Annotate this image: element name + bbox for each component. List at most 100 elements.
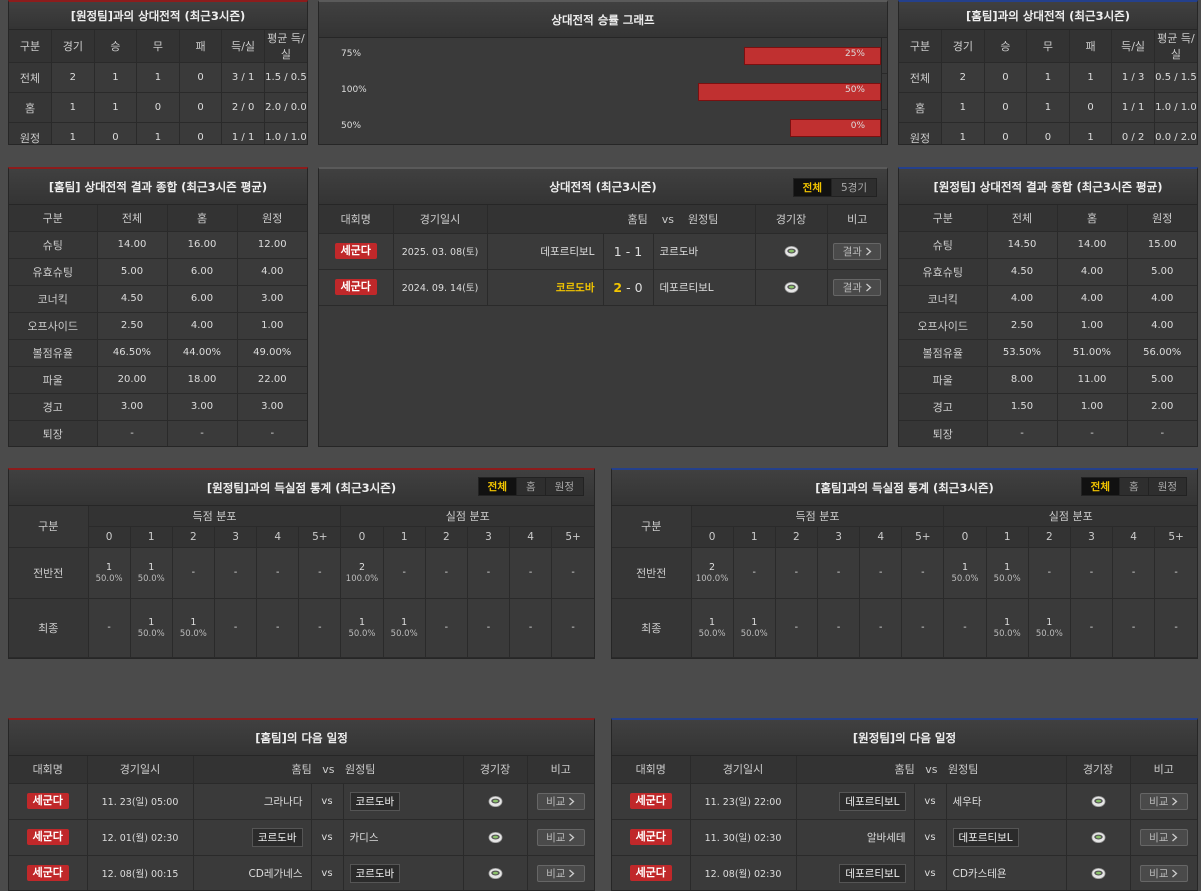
col-home: 홈팀 bbox=[627, 212, 648, 226]
goal-count-header: 0 bbox=[691, 526, 734, 548]
table-row: 볼점유율 46.50% 44.00% 49.00% bbox=[9, 339, 307, 367]
table-cell: 56.00% bbox=[1127, 339, 1197, 367]
match-row[interactable]: 세군다 12. 08(월) 00:15 CD레가네스 vs 코르도바 비교 bbox=[9, 855, 594, 890]
match-row[interactable]: 세군다 12. 01(월) 02:30 코르도바 vs 카디스 비교 bbox=[9, 819, 594, 856]
compare-button[interactable]: 비교 bbox=[536, 792, 585, 810]
match-row[interactable]: 세군다 11. 30(일) 02:30 알바세테 vs 데포르티보L 비교 bbox=[612, 819, 1197, 856]
match-row[interactable]: 세군다 11. 23(일) 05:00 그라나다 vs 코르도바 비교 bbox=[9, 783, 594, 820]
table-cell: 53.50% bbox=[987, 339, 1058, 367]
col-vs: vs bbox=[661, 212, 674, 226]
note-cell: 비교 bbox=[1130, 783, 1197, 820]
compare-button[interactable]: 비교 bbox=[1139, 864, 1188, 882]
match-row[interactable]: 세군다 2025. 03. 08(토) 데포르티보L 1 - 1 코르도바 결과 bbox=[319, 233, 887, 270]
cell-percent: 100.0% bbox=[695, 573, 729, 584]
cell-count: 1 bbox=[401, 616, 408, 628]
league-badge[interactable]: 세군다 bbox=[629, 865, 672, 881]
compare-button[interactable]: 비교 bbox=[536, 864, 585, 882]
cell-count: 1 bbox=[1004, 616, 1011, 628]
note-cell: 비교 bbox=[527, 819, 594, 856]
table-cell: 1 50.0% bbox=[130, 598, 173, 658]
table-cell: - bbox=[551, 547, 594, 599]
table-cell: - bbox=[987, 420, 1058, 446]
col-header: 홈 bbox=[1057, 205, 1128, 232]
score: 1 - 1 bbox=[603, 233, 654, 270]
league-badge[interactable]: 세군다 bbox=[334, 243, 377, 259]
winrate-row-label: 원정 bbox=[881, 110, 887, 144]
away-winrate-label: 25% bbox=[844, 49, 865, 59]
match-date: 11. 23(일) 05:00 bbox=[87, 783, 194, 820]
table-cell: 0.5 / 1.5 bbox=[1154, 62, 1197, 93]
cell-percent: 50.0% bbox=[993, 628, 1021, 639]
tab-home[interactable]: 홈 bbox=[517, 478, 546, 495]
row-label: 볼점유율 bbox=[9, 339, 98, 367]
home-team: 코르도바 bbox=[487, 269, 604, 306]
match-row[interactable]: 세군다 11. 23(일) 22:00 데포르티보L vs 세우타 비교 bbox=[612, 783, 1197, 820]
col-note: 비고 bbox=[827, 205, 887, 234]
table-row: 최종 -1 50.0% 1 50.0% - - -1 50.0% 1 50.0% - - - - bbox=[9, 598, 594, 658]
league-badge[interactable]: 세군다 bbox=[334, 279, 377, 295]
table-cell: 1 50.0% bbox=[172, 598, 215, 658]
tab-away[interactable]: 원정 bbox=[1157, 481, 1177, 493]
result-button[interactable]: 결과 bbox=[833, 278, 882, 296]
row-label: 전반전 bbox=[9, 547, 89, 599]
row-label: 볼점유율 bbox=[899, 339, 988, 367]
cell-count: - bbox=[921, 622, 925, 633]
tab-home[interactable]: 홈 bbox=[1120, 478, 1149, 495]
home-team-name: 그라나다 bbox=[263, 795, 303, 808]
table-cell: - bbox=[775, 598, 818, 658]
cell-count: - bbox=[444, 567, 449, 578]
tab-5-games[interactable]: 5경기 bbox=[840, 182, 867, 194]
away-winrate-label: 50% bbox=[844, 85, 865, 95]
cell-count: - bbox=[107, 622, 111, 633]
compare-button-label: 비교 bbox=[546, 831, 566, 844]
table-cell: 1 50.0% bbox=[986, 547, 1029, 599]
table-row: 오프사이드 2.50 1.00 4.00 bbox=[899, 312, 1197, 340]
col-header: 패 bbox=[1069, 30, 1113, 63]
table-cell: 12.00 bbox=[237, 231, 307, 259]
stadium-icon bbox=[488, 867, 502, 879]
table-row: 원정 1 0 1 0 1 / 1 1.0 / 1.0 bbox=[9, 122, 307, 144]
goal-count-header: 5+ bbox=[901, 526, 945, 548]
table-cell: 1.00 bbox=[237, 312, 307, 340]
compare-button-label: 비교 bbox=[1149, 867, 1169, 880]
result-button[interactable]: 결과 bbox=[833, 242, 882, 260]
league-badge[interactable]: 세군다 bbox=[629, 793, 672, 809]
table-cell: - bbox=[1028, 547, 1071, 599]
tab-all[interactable]: 전체 bbox=[793, 179, 832, 196]
table-cell: 1.0 / 1.0 bbox=[1154, 92, 1197, 123]
league-badge[interactable]: 세군다 bbox=[26, 829, 69, 845]
goal-stats-away-title-text: [원정팀]과의 득실점 통계 (최근3시즌) bbox=[206, 480, 397, 495]
compare-button[interactable]: 비교 bbox=[1139, 828, 1188, 846]
featured-team: 코르도바 bbox=[251, 827, 303, 847]
compare-button-label: 비교 bbox=[546, 867, 566, 880]
venue-cell bbox=[463, 783, 528, 820]
away-summary-panel: [원정팀] 상대전적 결과 종합 (최근3시즌 평균) 구분 전체 홈 원정 슈팅 14… bbox=[898, 167, 1198, 447]
compare-button[interactable]: 비교 bbox=[1139, 792, 1188, 810]
goal-count-header: 4 bbox=[859, 526, 903, 548]
tab-away[interactable]: 원정 bbox=[554, 481, 574, 493]
tab-all[interactable]: 전체 bbox=[478, 478, 517, 495]
table-cell: 2 bbox=[941, 62, 985, 93]
table-row: 파울 20.00 18.00 22.00 bbox=[9, 366, 307, 394]
compare-button[interactable]: 비교 bbox=[536, 828, 585, 846]
league-badge[interactable]: 세군다 bbox=[629, 829, 672, 845]
tab-all[interactable]: 전체 bbox=[1081, 478, 1120, 495]
vs-label: vs bbox=[311, 783, 344, 820]
match-row[interactable]: 세군다 2024. 09. 14(토) 코르도바 2 - 0 데포르티보L 결과 bbox=[319, 269, 887, 306]
league-badge[interactable]: 세군다 bbox=[26, 793, 69, 809]
table-cell: - bbox=[1112, 598, 1156, 658]
stadium-icon bbox=[1091, 867, 1105, 879]
cell-count: - bbox=[233, 567, 238, 578]
table-cell: 2.50 bbox=[97, 312, 168, 340]
table-cell: - bbox=[733, 547, 776, 599]
row-label: 전체 bbox=[899, 62, 943, 93]
league-badge[interactable]: 세군다 bbox=[26, 865, 69, 881]
row-label: 퇴장 bbox=[9, 420, 98, 446]
col-header: 무 bbox=[1026, 30, 1070, 63]
table-cell: 1 50.0% bbox=[943, 547, 987, 599]
chevron-right-icon bbox=[1172, 797, 1178, 805]
away-team: 데포르티보L bbox=[653, 269, 756, 306]
home-winrate-label: 50% bbox=[341, 121, 362, 131]
home-team-name: 데포르티보L bbox=[845, 867, 900, 880]
match-row[interactable]: 세군다 12. 08(월) 02:30 데포르티보L vs CD카스테욘 비교 bbox=[612, 855, 1197, 890]
